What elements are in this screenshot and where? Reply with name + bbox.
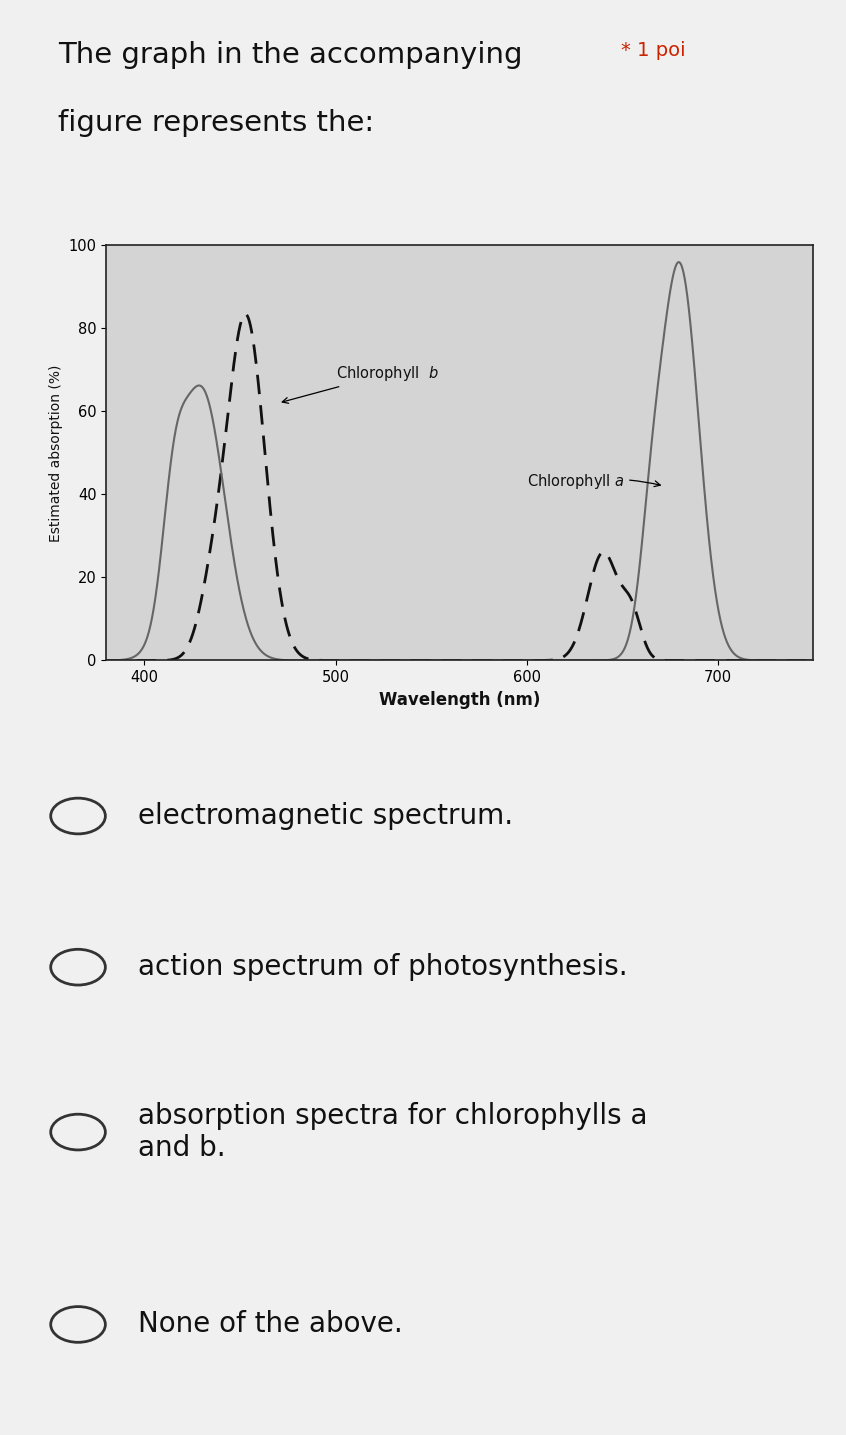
Text: The graph in the accompanying: The graph in the accompanying bbox=[58, 42, 523, 69]
Text: * 1 poi: * 1 poi bbox=[620, 42, 685, 60]
Text: None of the above.: None of the above. bbox=[139, 1310, 403, 1339]
Text: figure represents the:: figure represents the: bbox=[58, 109, 374, 136]
Text: electromagnetic spectrum.: electromagnetic spectrum. bbox=[139, 802, 514, 829]
Text: absorption spectra for chlorophylls a
and b.: absorption spectra for chlorophylls a an… bbox=[139, 1102, 648, 1162]
Text: action spectrum of photosynthesis.: action spectrum of photosynthesis. bbox=[139, 953, 628, 982]
